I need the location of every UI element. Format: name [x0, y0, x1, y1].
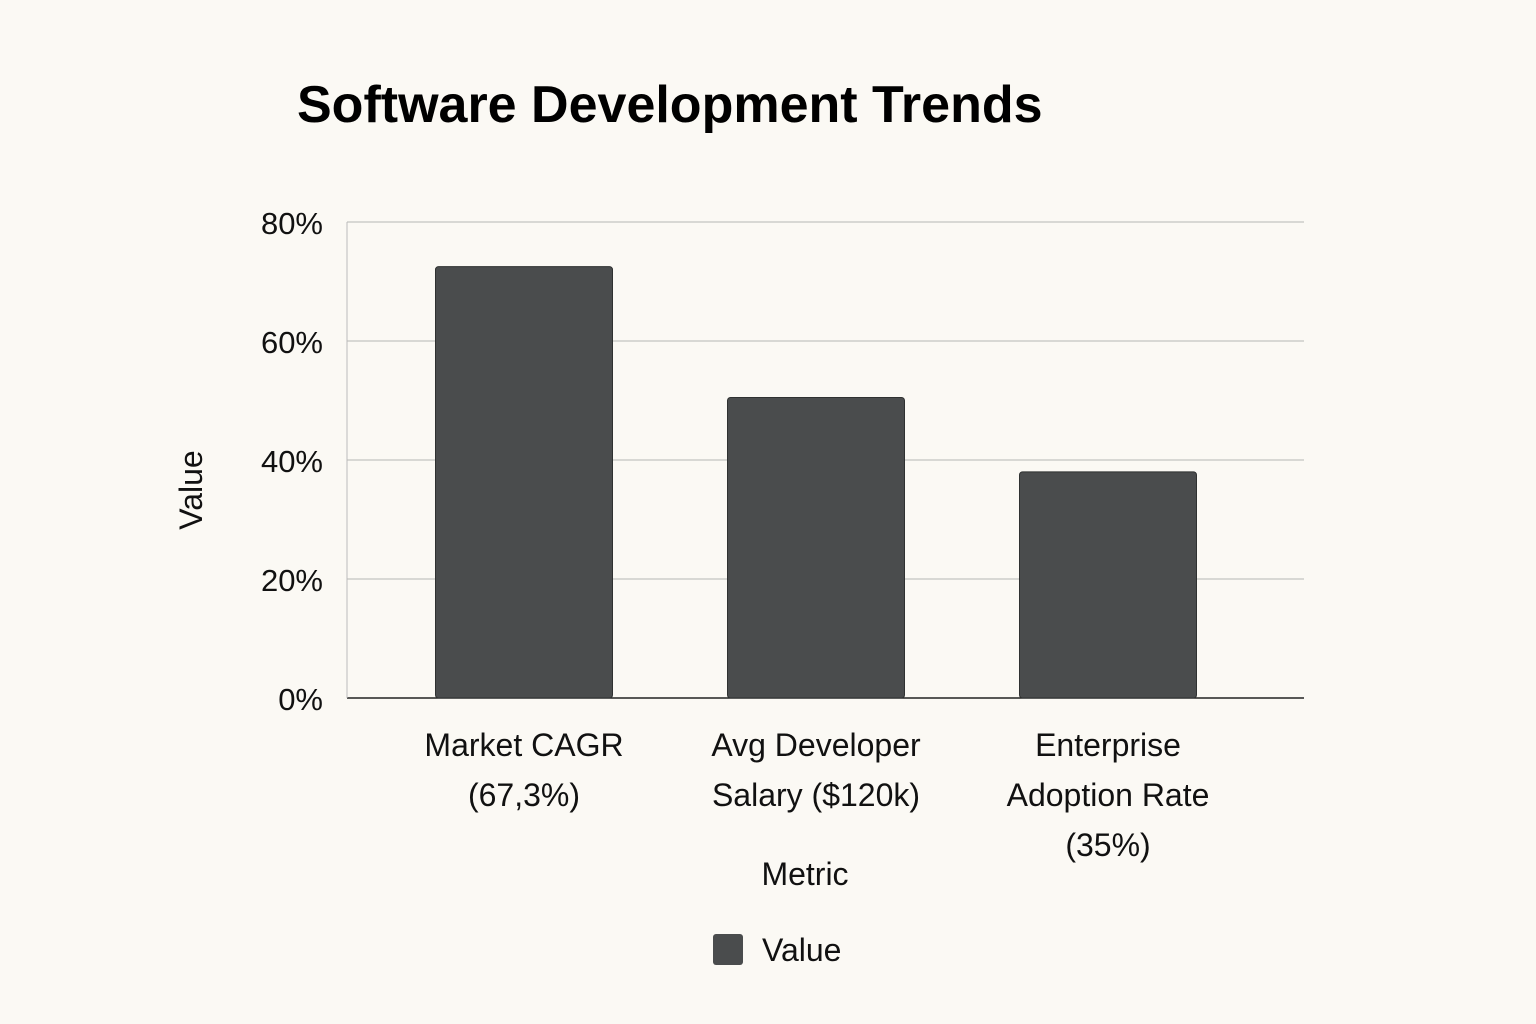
- x-category-label: Market CAGR: [424, 727, 623, 763]
- x-axis-label: Metric: [761, 856, 848, 892]
- y-tick-label: 0%: [278, 682, 323, 717]
- bar: [727, 397, 905, 699]
- y-tick-label: 40%: [261, 444, 323, 479]
- y-tick-label: 80%: [261, 206, 323, 241]
- x-category-label: Adoption Rate: [1007, 777, 1210, 813]
- y-tick-label: 20%: [261, 563, 323, 598]
- legend: Value: [713, 932, 841, 968]
- x-category-label: (67,3%): [468, 777, 580, 813]
- x-category-label: Enterprise: [1035, 727, 1181, 763]
- bar: [1019, 471, 1197, 699]
- x-category-label: Avg Developer: [711, 727, 921, 763]
- x-category-label: Salary ($120k): [712, 777, 920, 813]
- chart-title: Software Development Trends: [297, 76, 1043, 134]
- bar: [435, 266, 613, 699]
- y-axis-label: Value: [173, 450, 209, 529]
- x-category-label: (35%): [1065, 827, 1150, 863]
- legend-swatch: [713, 934, 743, 965]
- y-tick-label: 60%: [261, 325, 323, 360]
- legend-label: Value: [762, 932, 841, 968]
